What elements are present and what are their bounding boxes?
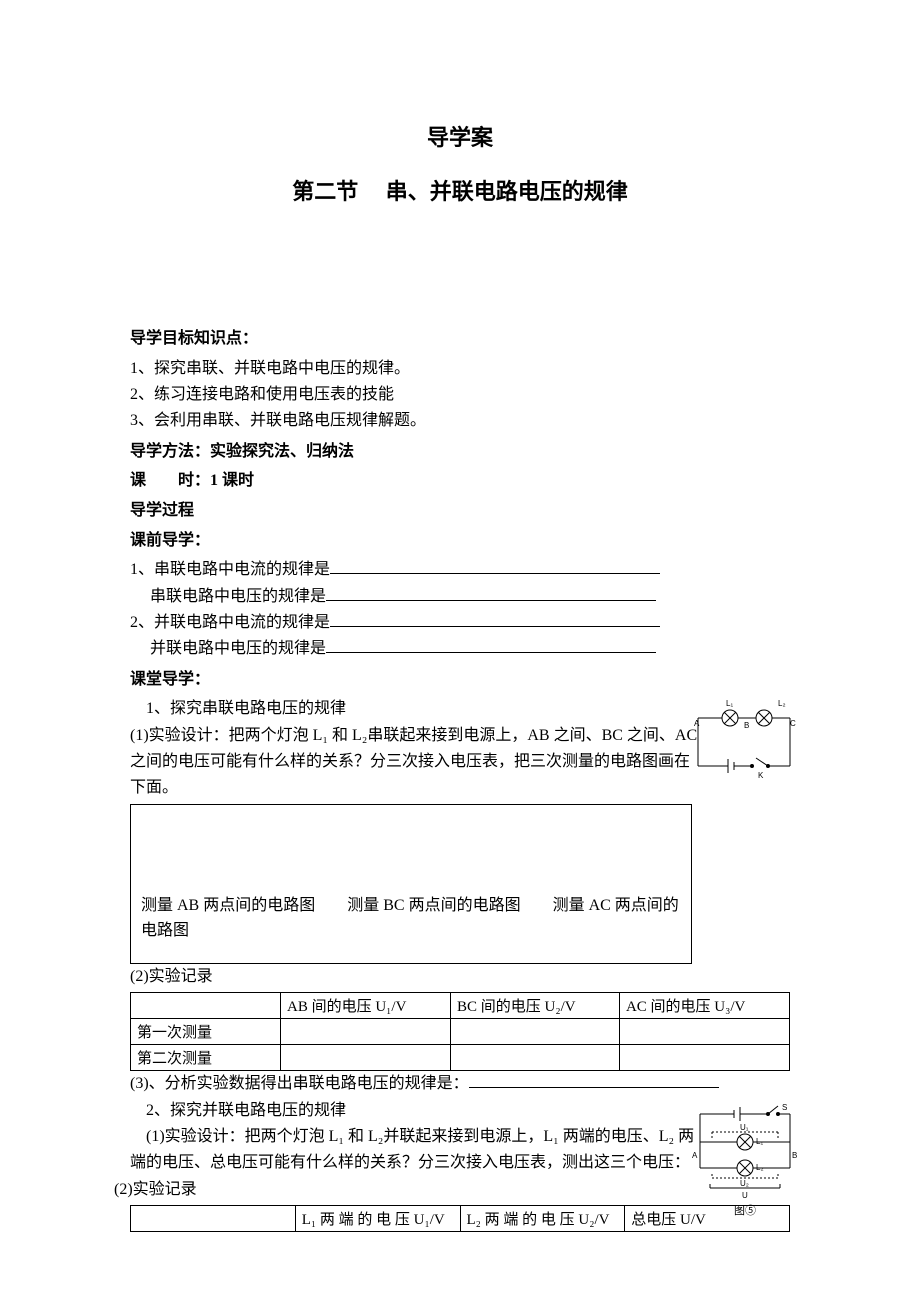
fig2-label-A: A (692, 1151, 698, 1160)
title-main: 导学案 (130, 120, 790, 152)
goal-1: 1、探究串联、并联电路中电压的规律。 (130, 356, 790, 382)
t2-h2: L₂ 两 端 的 电 压 U₂/V (460, 1206, 625, 1232)
pre-text-4: 并联电路中电压的规律是 (130, 640, 326, 657)
sec2-title: 2、探究并联电路电压的规律 (130, 1098, 695, 1124)
blank-3[interactable] (330, 611, 660, 627)
t2-h0 (131, 1206, 296, 1232)
sec1-title: 1、探究串联电路电压的规律 (130, 696, 700, 722)
t1-r1c1[interactable] (281, 1045, 451, 1071)
page: 导学案 第二节 串、并联电路电压的规律 导学目标知识点： 1、探究串联、并联电路… (0, 0, 920, 1302)
pre-head: 课前导学： (130, 528, 790, 554)
fig1-label-L1: L₁ (726, 699, 733, 708)
fig1-label-B: B (744, 721, 749, 730)
blank-1[interactable] (330, 558, 660, 574)
t1-r1c3[interactable] (619, 1045, 789, 1071)
pre-text-3: 2、并联电路中电流的规律是 (130, 614, 330, 631)
pre-line-3: 2、并联电路中电流的规律是 (130, 610, 790, 636)
sec1-design: (1)实验设计：把两个灯泡 L₁ 和 L₂串联起来接到电源上，AB 之间、BC … (130, 723, 700, 802)
table-series: AB 间的电压 U₁/V BC 间的电压 U₂/V AC 间的电压 U₃/V 第… (130, 992, 790, 1071)
pre-line-1: 1、串联电路中电流的规律是 (130, 557, 790, 583)
goal-3: 3、会利用串联、并联电路电压规律解题。 (130, 408, 790, 434)
fig1-label-L2: L₂ (778, 699, 786, 708)
time-label: 课 时：1 课时 (130, 468, 790, 494)
blank-2[interactable] (326, 585, 656, 601)
drawing-box[interactable]: 测量 AB 两点间的电路图 测量 BC 两点间的电路图 测量 AC 两点间的电路… (130, 804, 692, 964)
fig2-label-L1: L₁ (756, 1137, 763, 1146)
table-row: 第一次测量 (131, 1019, 790, 1045)
sec1-analysis-text: (3)、分析实验数据得出串联电路电压的规律是： (130, 1075, 469, 1092)
figure-parallel-circuit: A B S L₁ L₂ U₁ U₂ U 图⑤ (690, 1102, 800, 1222)
sec2-record: (2)实验记录 (114, 1177, 695, 1203)
t1-r0c2[interactable] (451, 1019, 620, 1045)
title-sub: 第二节 串、并联电路电压的规律 (130, 174, 790, 206)
figure-series-circuit: A B C L₁ L₂ K (690, 696, 800, 786)
fig2-label-B: B (792, 1151, 797, 1160)
pre-text-2: 串联电路中电压的规律是 (130, 588, 326, 605)
blank-4[interactable] (326, 637, 656, 653)
t1-r0c3[interactable] (619, 1019, 789, 1045)
fig1-label-K: K (758, 771, 764, 780)
goal-2: 2、练习连接电路和使用电压表的技能 (130, 382, 790, 408)
t2-h1: L₁ 两 端 的 电 压 U₁/V (295, 1206, 460, 1232)
sec1-record: (2)实验记录 (130, 964, 790, 990)
fig2-label-L2: L₂ (756, 1163, 764, 1172)
goals-head: 导学目标知识点： (130, 326, 790, 352)
section-1: 1、探究串联电路电压的规律 (1)实验设计：把两个灯泡 L₁ 和 L₂串联起来接… (130, 696, 790, 802)
table-row: AB 间的电压 U₁/V BC 间的电压 U₂/V AC 间的电压 U₃/V (131, 993, 790, 1019)
fig2-label-U1: U₁ (740, 1123, 749, 1132)
fig2-caption: 图⑤ (734, 1204, 756, 1217)
pre-line-4: 并联电路中电压的规律是 (130, 636, 790, 662)
fig2-label-U2: U₂ (740, 1179, 749, 1188)
fig1-label-C: C (790, 719, 796, 728)
t1-h1: AB 间的电压 U₁/V (281, 993, 451, 1019)
table-row: 第二次测量 (131, 1045, 790, 1071)
t1-r1c0: 第二次测量 (131, 1045, 281, 1071)
section-2: 2、探究并联电路电压的规律 (1)实验设计：把两个灯泡 L₁ 和 L₂并联起来接… (130, 1098, 790, 1204)
t1-r0c0: 第一次测量 (131, 1019, 281, 1045)
fig2-label-S: S (782, 1103, 787, 1112)
pre-line-2: 串联电路中电压的规律是 (130, 584, 790, 610)
sec1-analysis: (3)、分析实验数据得出串联电路电压的规律是： (130, 1071, 790, 1097)
method-label: 导学方法：实验探究法、归纳法 (130, 439, 790, 465)
t1-h0 (131, 993, 281, 1019)
fig1-label-A: A (694, 719, 700, 728)
sec2-design: (1)实验设计：把两个灯泡 L₁ 和 L₂并联起来接到电源上，L₁ 两端的电压、… (130, 1124, 695, 1177)
t1-h3: AC 间的电压 U₃/V (619, 993, 789, 1019)
t1-h2: BC 间的电压 U₂/V (451, 993, 620, 1019)
t1-r1c2[interactable] (451, 1045, 620, 1071)
drawbox-labels: 测量 AB 两点间的电路图 测量 BC 两点间的电路图 测量 AC 两点间的电路… (141, 893, 681, 944)
process-head: 导学过程 (130, 498, 790, 524)
blank-analysis[interactable] (469, 1072, 719, 1088)
pre-text-1: 1、串联电路中电流的规律是 (130, 561, 330, 578)
class-head: 课堂导学： (130, 667, 790, 693)
fig2-label-U: U (742, 1191, 748, 1200)
t1-r0c1[interactable] (281, 1019, 451, 1045)
